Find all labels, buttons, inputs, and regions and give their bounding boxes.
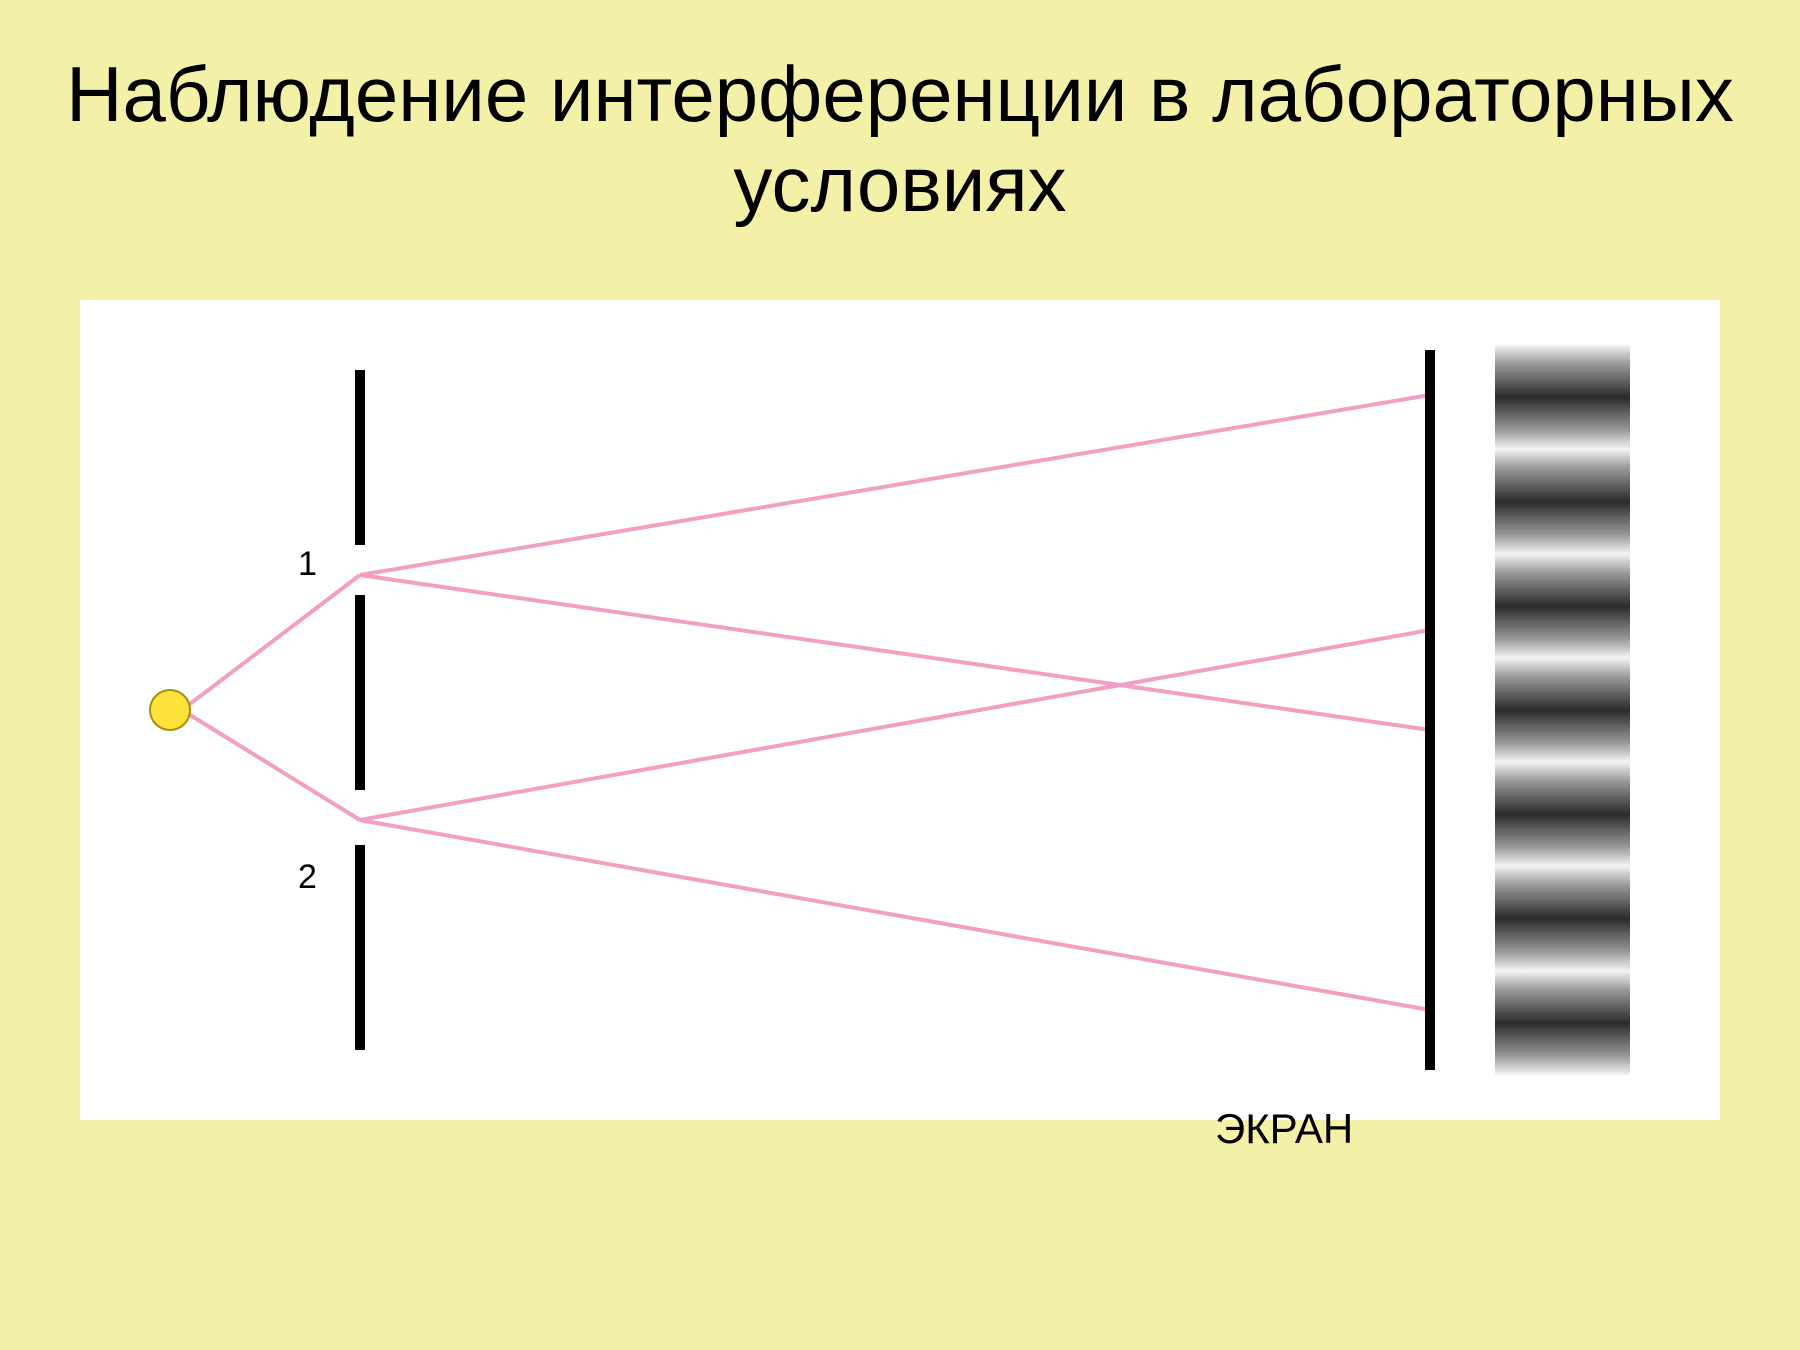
- screen-label: ЭКРАН: [1215, 1105, 1353, 1153]
- fringe-band: [1495, 449, 1630, 553]
- fringe-band: [1495, 554, 1630, 658]
- rays-group: [182, 395, 1430, 1010]
- slide: Наблюдение интерференции в лабораторных …: [0, 0, 1800, 1350]
- interference-diagram: [80, 300, 1720, 1120]
- fringe-band: [1495, 345, 1630, 449]
- ray-source-to-slit1: [182, 575, 360, 710]
- fringe-band: [1495, 658, 1630, 762]
- ray-slit2-to-mid: [360, 630, 1430, 820]
- ray-slit2-to-bottom: [360, 820, 1430, 1010]
- diagram-panel: 1 2 ЭКРАН: [80, 300, 1720, 1120]
- slit-1-label: 1: [298, 545, 317, 584]
- fringe-band: [1495, 866, 1630, 970]
- ray-slit1-to-mid: [360, 575, 1430, 730]
- fringe-band: [1495, 762, 1630, 866]
- light-source-icon: [150, 690, 190, 730]
- interference-fringe-pattern: [1495, 345, 1630, 1075]
- slit-2-label: 2: [298, 858, 317, 897]
- ray-slit1-to-top: [360, 395, 1430, 575]
- fringe-band: [1495, 971, 1630, 1075]
- slide-title: Наблюдение интерференции в лабораторных …: [0, 50, 1800, 229]
- ray-source-to-slit2: [182, 710, 360, 820]
